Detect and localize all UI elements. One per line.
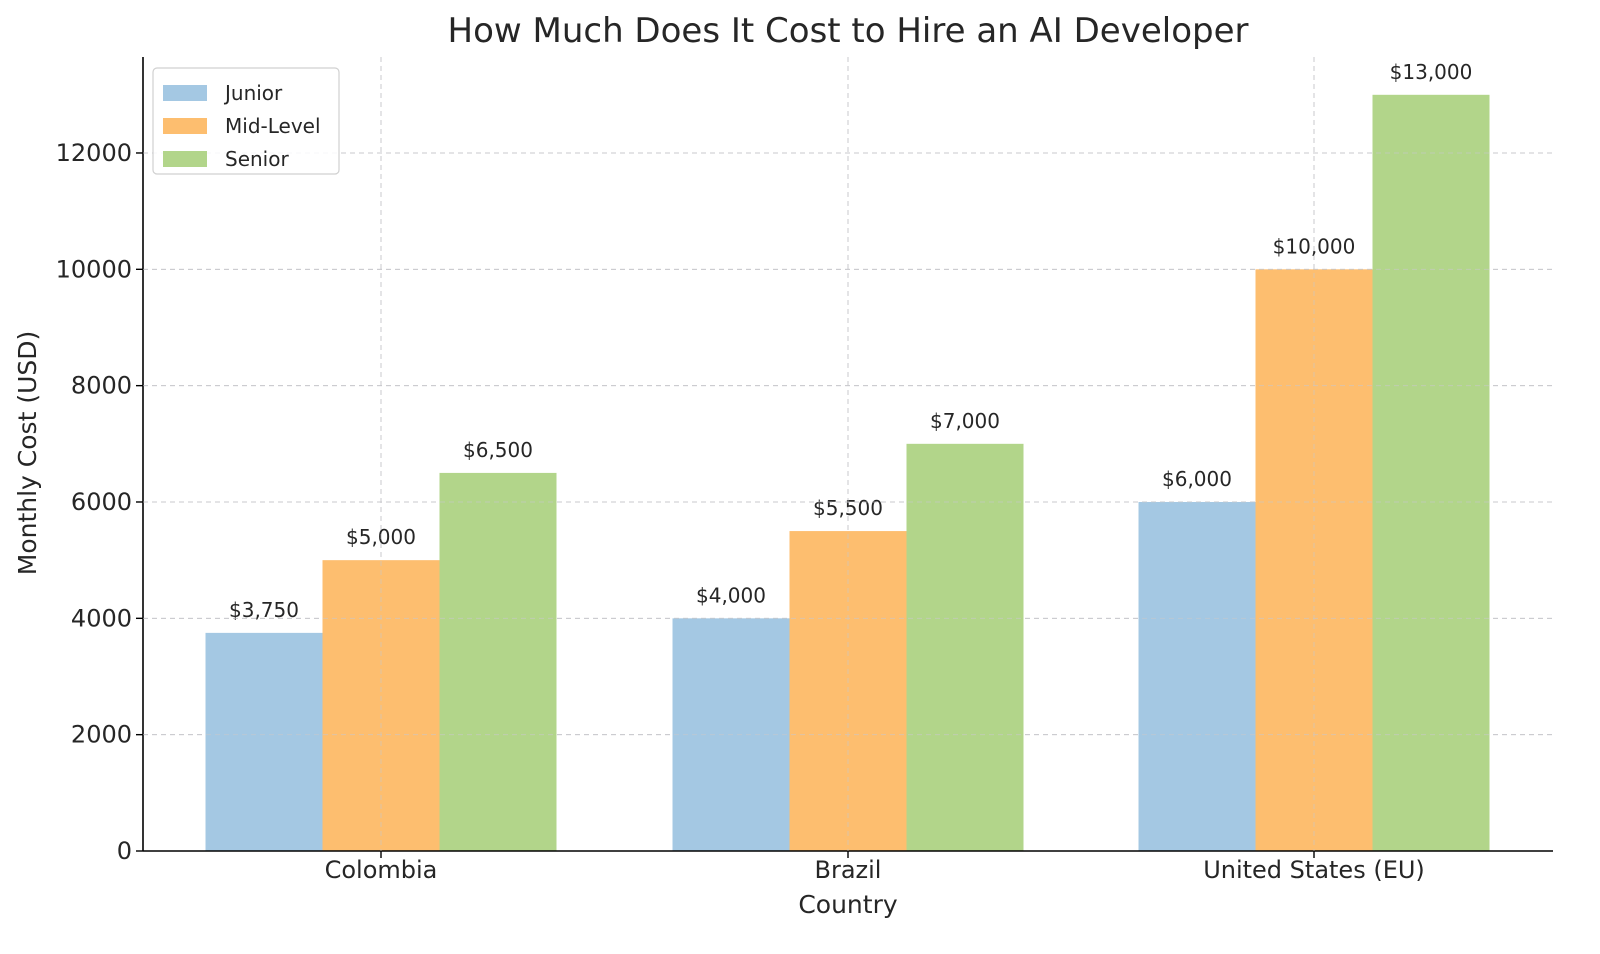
x-tick-label: Colombia xyxy=(325,856,438,884)
legend-swatch xyxy=(163,118,207,134)
data-labels: $3,750$4,000$6,000$5,000$5,500$10,000$6,… xyxy=(143,57,1553,851)
data-label: $13,000 xyxy=(1390,60,1473,84)
y-axis-label: Monthly Cost (USD) xyxy=(13,331,42,576)
y-tick-label: 10000 xyxy=(56,255,132,283)
x-tick-label: United States (EU) xyxy=(1203,856,1425,884)
y-tick-label: 6000 xyxy=(71,488,132,516)
legend-swatch xyxy=(163,151,207,167)
bar-junior-united-states-eu- xyxy=(1138,501,1256,851)
data-label: $6,000 xyxy=(1162,467,1232,491)
legend-label: Senior xyxy=(225,147,289,171)
y-tick-label: 4000 xyxy=(71,604,132,632)
data-label: $4,000 xyxy=(696,583,766,607)
chart-title: How Much Does It Cost to Hire an AI Deve… xyxy=(448,11,1249,51)
y-tick-label: 0 xyxy=(117,837,132,865)
bar-senior-united-states-eu- xyxy=(1372,94,1490,852)
legend-label: Junior xyxy=(223,81,283,105)
bar-senior-colombia xyxy=(439,472,557,851)
y-tick-label: 2000 xyxy=(71,721,132,749)
legend: Junior Mid-Level Senior xyxy=(152,67,340,175)
data-label: $6,500 xyxy=(463,438,533,462)
x-tick-label: Brazil xyxy=(815,856,882,884)
legend-swatch xyxy=(163,85,207,101)
data-label: $7,000 xyxy=(930,409,1000,433)
axes: 0 2000 4000 6000 8000 10000 12000 Colombia Brazi… xyxy=(56,57,1553,884)
bar-junior-colombia xyxy=(205,632,323,851)
x-axis-label: Country xyxy=(798,890,898,919)
bar-senior-brazil xyxy=(906,443,1024,851)
y-tick-label: 12000 xyxy=(56,139,132,167)
y-tick-label: 8000 xyxy=(71,372,132,400)
legend-label: Mid-Level xyxy=(225,114,321,138)
